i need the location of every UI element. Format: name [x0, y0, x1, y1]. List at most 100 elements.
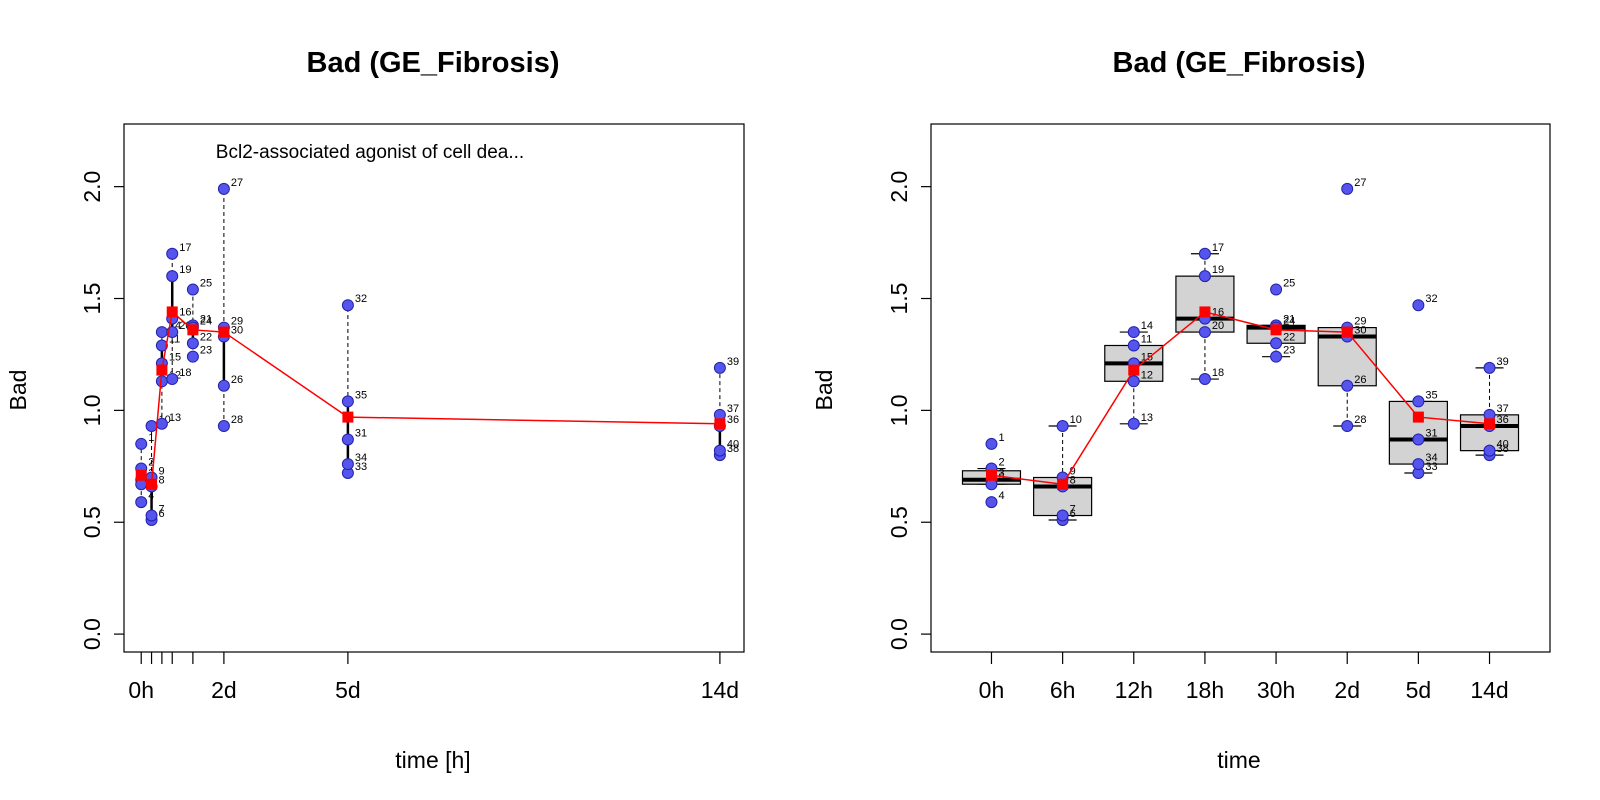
right-x-tick-label: 14d: [1470, 677, 1508, 703]
left-point-1: [135, 437, 148, 450]
right-point-label-35: 35: [1425, 389, 1437, 401]
left-chart-panel: Bad (GE_Fibrosis) Bcl2-associated agonis…: [5, 47, 745, 773]
right-chart-title: Bad (GE_Fibrosis): [1113, 47, 1366, 79]
left-mean-line: [140, 310, 720, 486]
right-point-label-32: 32: [1425, 293, 1437, 305]
left-point-label-21: 21: [200, 313, 212, 325]
left-point-19: [166, 270, 179, 283]
right-y-axis-label: Bad: [811, 370, 837, 411]
right-point-label-37: 37: [1497, 403, 1509, 415]
left-point-label-22: 22: [200, 331, 212, 343]
right-point-20: [1198, 326, 1211, 339]
left-point-label-36: 36: [727, 414, 739, 426]
left-plot-area: 0.00.51.01.52.00h2d5d14d1234567891011121…: [79, 123, 745, 703]
left-point-label-8: 8: [159, 474, 165, 486]
right-point-40: [1483, 444, 1496, 457]
left-point-label-15: 15: [169, 351, 181, 363]
left-point-22: [186, 337, 199, 350]
left-point-28: [217, 420, 230, 433]
right-point-label-34: 34: [1425, 452, 1437, 464]
right-point-17: [1198, 247, 1211, 260]
right-point-label-11: 11: [1141, 333, 1152, 345]
right-y-tick-label: 2.0: [886, 171, 912, 203]
right-point-25: [1270, 283, 1283, 296]
left-point-34: [341, 458, 354, 471]
right-y-tick-label: 0.5: [886, 506, 912, 538]
right-point-label-13: 13: [1141, 412, 1153, 424]
right-x-tick-label: 18h: [1186, 677, 1224, 703]
right-point-label-2: 2: [998, 457, 1004, 469]
right-x-tick-label: 2d: [1334, 677, 1360, 703]
right-point-10: [1056, 420, 1069, 433]
right-point-label-22: 22: [1283, 331, 1295, 343]
right-y-tick-label: 0.0: [886, 618, 912, 650]
right-point-19: [1198, 270, 1211, 283]
left-point-label-6: 6: [159, 508, 165, 520]
right-point-26: [1341, 379, 1354, 392]
left-point-label-9: 9: [159, 465, 165, 477]
right-point-13: [1127, 417, 1140, 430]
right-point-18: [1198, 373, 1211, 386]
left-x-tick-label: 5d: [335, 677, 361, 703]
right-point-label-39: 39: [1497, 356, 1509, 368]
right-point-label-18: 18: [1212, 367, 1224, 379]
right-point-35: [1412, 395, 1425, 408]
left-point-label-11: 11: [169, 333, 180, 345]
left-mean-marker: [187, 324, 199, 336]
left-point-14: [155, 326, 168, 339]
left-point-label-34: 34: [355, 452, 367, 464]
left-chart-subtitle: Bcl2-associated agonist of cell dea...: [216, 142, 524, 163]
right-point-label-29: 29: [1354, 316, 1366, 328]
right-point-label-23: 23: [1283, 345, 1295, 357]
right-point-label-27: 27: [1354, 177, 1366, 189]
left-point-label-28: 28: [231, 414, 243, 426]
right-point-label-28: 28: [1354, 414, 1366, 426]
right-x-tick-label: 30h: [1257, 677, 1295, 703]
right-plot-frame: [930, 123, 1551, 653]
right-point-label-7: 7: [1070, 504, 1076, 516]
left-plot-frame: [123, 123, 745, 653]
right-point-label-31: 31: [1425, 427, 1437, 439]
right-point-label-15: 15: [1141, 351, 1153, 363]
left-mean-marker: [135, 469, 147, 481]
right-point-label-14: 14: [1141, 320, 1153, 332]
left-point-39: [713, 361, 726, 374]
left-point-26: [217, 379, 230, 392]
left-point-7: [145, 509, 158, 522]
left-point-label-7: 7: [159, 504, 165, 516]
left-y-tick-label: 1.0: [79, 394, 105, 426]
left-x-axis-label: time [h]: [395, 747, 470, 773]
left-point-35: [341, 395, 354, 408]
left-point-label-37: 37: [727, 403, 739, 415]
left-x-tick-label: 2d: [211, 677, 237, 703]
right-point-label-6: 6: [1070, 508, 1076, 520]
left-point-label-19: 19: [179, 264, 191, 276]
right-y-tick-label: 1.5: [886, 283, 912, 315]
left-point-23: [186, 350, 199, 363]
right-point-label-8: 8: [1070, 474, 1076, 486]
right-point-28: [1341, 420, 1354, 433]
right-chart-panel: Bad (GE_Fibrosis) time Bad 0.0 0.5 1.0 1.5 2…: [811, 47, 1551, 773]
left-mean-marker: [342, 411, 354, 423]
right-point-7: [1056, 509, 1069, 522]
left-point-label-2: 2: [148, 457, 154, 469]
right-point-label-10: 10: [1070, 414, 1082, 426]
left-y-tick-label: 0.5: [79, 506, 105, 538]
right-mean-marker: [1270, 324, 1282, 336]
left-point-label-35: 35: [355, 389, 367, 401]
left-point-label-17: 17: [179, 242, 191, 254]
right-point-23: [1270, 350, 1283, 363]
left-y-tick-label: 1.5: [79, 283, 105, 315]
right-x-tick-label: 5d: [1406, 677, 1432, 703]
right-x-tick-label: 6h: [1050, 677, 1076, 703]
right-point-label-1: 1: [998, 432, 1004, 444]
left-y-axis-label: Bad: [5, 370, 31, 411]
left-mean-marker: [714, 418, 726, 430]
left-mean-marker: [218, 326, 230, 338]
right-point-label-24: 24: [1283, 316, 1295, 328]
left-point-label-4: 4: [148, 490, 154, 502]
right-mean-marker: [1484, 418, 1496, 430]
right-plot-area: 0.00.51.01.52.00h 6h 12h 18h 30h 2d 5d 14d12345…: [886, 123, 1551, 703]
left-point-label-31: 31: [355, 427, 367, 439]
right-point-label-33: 33: [1425, 461, 1437, 473]
